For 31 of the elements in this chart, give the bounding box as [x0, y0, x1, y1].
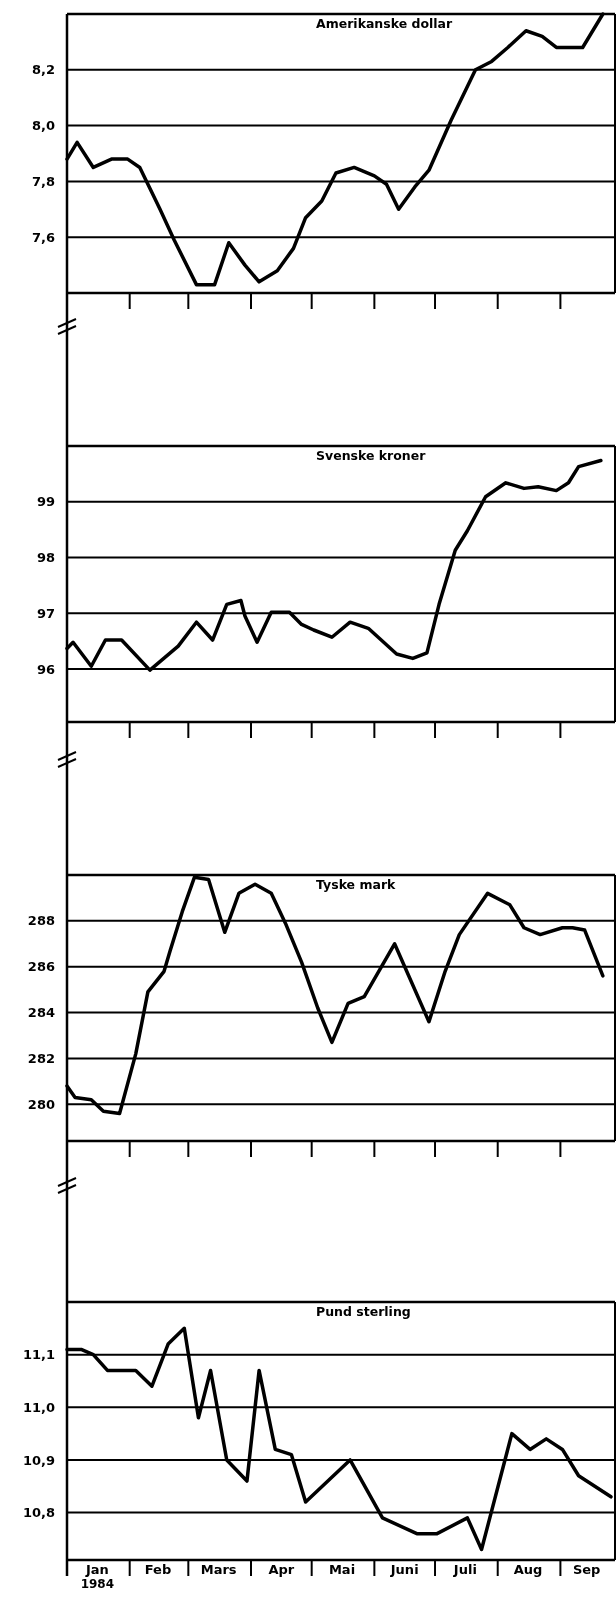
y-tick-label: 282: [27, 1051, 55, 1066]
y-tick-label: 7,8: [31, 173, 55, 189]
chart-title: Pund sterling: [316, 1304, 411, 1319]
x-tick-label: Apr: [268, 1562, 295, 1577]
y-tick-label: 7,6: [31, 229, 55, 245]
x-tick-label: Sep: [572, 1562, 601, 1577]
y-tick-label: 11,0: [22, 1399, 55, 1415]
y-tick-label: 96: [36, 661, 55, 677]
y-tick-label: 280: [27, 1096, 55, 1112]
y-tick-label: 11,1: [22, 1347, 55, 1363]
y-tick-label: 8,2: [31, 62, 55, 78]
x-tick-label: Mai: [328, 1562, 356, 1577]
x-tick-label: Mars: [200, 1562, 237, 1577]
x-tick-label: Jan: [84, 1562, 109, 1577]
y-tick-label: 97: [36, 605, 55, 621]
x-tick-label: Feb: [144, 1562, 172, 1577]
y-tick-label: 8,0: [31, 118, 55, 134]
y-tick-label: 99: [36, 494, 55, 510]
chart-title: Svenske kroner: [316, 448, 427, 463]
chart-title: Tyske mark: [316, 877, 397, 892]
x-tick-label: Aug: [513, 1562, 543, 1577]
text: 1984: [80, 1577, 115, 1591]
y-tick-label: 10,8: [22, 1505, 55, 1521]
y-tick-label: 98: [36, 550, 55, 566]
y-tick-label: 286: [27, 959, 55, 975]
y-tick-label: 284: [27, 1005, 55, 1021]
y-tick-label: 10,9: [22, 1452, 55, 1468]
x-tick-label: Juli: [452, 1562, 477, 1577]
chart-title: Amerikanske dollar: [316, 16, 454, 31]
x-tick-label: Juni: [389, 1562, 419, 1577]
y-tick-label: 288: [27, 913, 55, 929]
